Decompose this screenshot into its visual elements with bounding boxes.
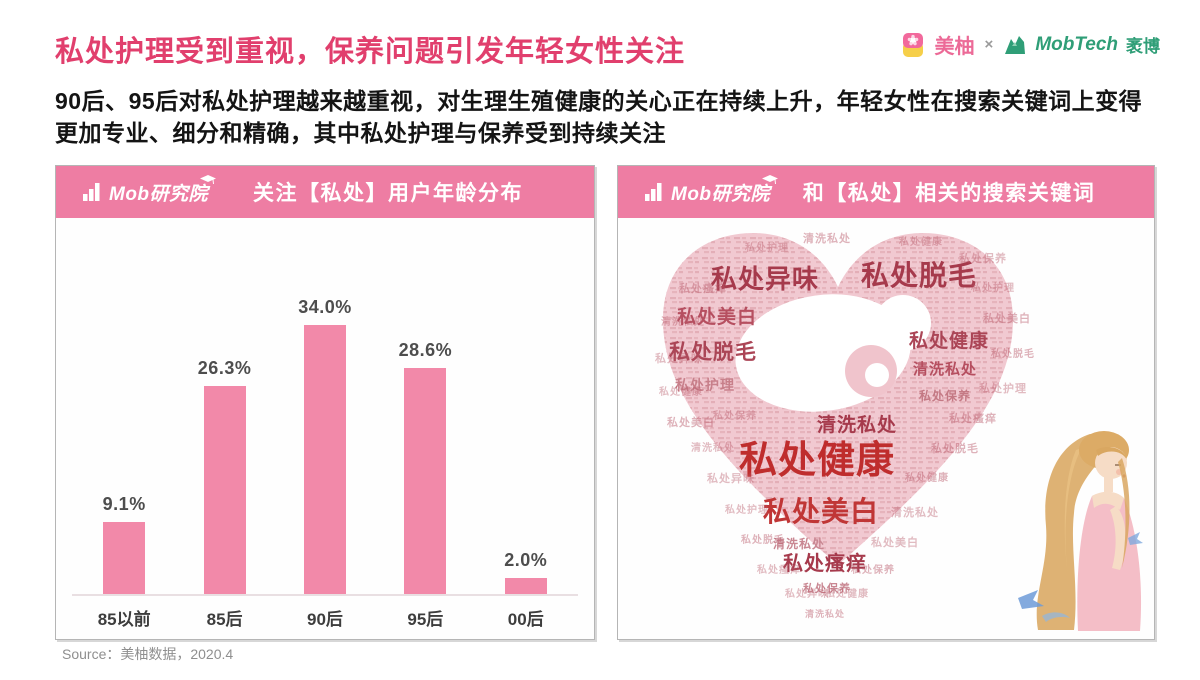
wordcloud-word: 私处脱毛 [861,260,978,291]
wordcloud-word: 私处脱毛 [991,349,1035,360]
wordcloud-word: 私处健康 [909,331,990,352]
wordcloud-word: 私处保养 [851,565,895,576]
wordcloud-word: 私处瘙痒 [783,553,867,575]
wordcloud-word: 私处异味 [785,589,829,600]
bar [404,368,447,594]
wordcloud-word: 私处护理 [725,505,769,516]
wordcloud-word: 私处护理 [971,283,1015,294]
bar-value-label: 2.0% [504,550,548,571]
wordcloud-word: 清洗私处 [817,415,898,436]
wordcloud-word: 私处瘙痒 [757,565,801,576]
wordcloud-word: 私处异味 [711,264,820,294]
graduation-cap-icon [762,172,779,190]
wordcloud-word: 私处脱毛 [741,535,785,546]
brand-bar: 美柚 × MobTech 袤博 [901,30,1160,59]
bar-category-label: 95后 [407,610,444,629]
girl-illustration [1012,418,1150,637]
brand-separator: × [984,36,994,53]
mobtech-logo-text: MobTech [1035,33,1118,55]
bar-category-label: 85后 [206,610,243,629]
page-title: 私处护理受到重视，保养问题引发年轻女性关注 [55,36,686,68]
wordcloud-word: 私处脱毛 [669,341,757,364]
search-keywords-panel: Mob研究院 和【私处】相关的搜索关键词 [617,165,1155,640]
heart-wordcloud: 私处异味 私处脱毛 私处美白 私处脱毛 私处护理 私处健康 清洗私处 私处保养 清洗私处 私处健康… [653,222,1035,634]
wordcloud-word: 私处美白 [763,496,880,527]
bar [203,386,246,594]
age-distribution-panel: Mob研究院 关注【私处】用户年龄分布 9.1% 26.3% 34.0% 28.6% 2… [55,165,595,640]
wordcloud-word: 私处护理 [979,383,1027,395]
mob-institute-logo: Mob研究院 [82,174,217,206]
bar-value-label: 28.6% [398,340,453,361]
bar-category-label: 90后 [307,610,343,629]
bar-column: 2.0% [478,550,574,594]
wordcloud-word: 私处美白 [667,417,715,429]
wordcloud-word: 清洗私处 [661,317,705,328]
page-subtitle: 90后、95后对私处护理越来越重视，对生理生殖健康的关心正在持续上升，年轻女性在… [55,88,1143,146]
wordcloud-word: 私处保养 [803,583,851,595]
x-axis-line [72,594,578,596]
wordcloud-words: 私处异味 私处脱毛 私处美白 私处脱毛 私处护理 私处健康 清洗私处 私处保养 清洗私处 私处健康… [653,222,1035,634]
wordcloud-word: 清洗私处 [691,443,735,454]
wordcloud-word: 私处美白 [677,307,758,328]
left-panel-header: Mob研究院 关注【私处】用户年龄分布 [56,166,594,218]
wordcloud-word: 私处异味 [707,473,755,485]
bar-column: 34.0% [277,297,373,594]
wordcloud-word: 私处瘙痒 [949,413,997,425]
wordcloud-word: 私处健康 [905,473,949,484]
mob-institute-icon [82,182,102,202]
wordcloud-word: 清洗私处 [773,537,826,551]
heart-shape [663,233,1013,565]
mob-institute-text: Mob研究院 [109,183,209,205]
wordcloud-word: 清洗私处 [805,609,846,619]
bar [103,522,146,594]
meiyou-logo-icon [901,31,927,59]
wordcloud-word: 私处保养 [713,411,757,422]
maobo-logo-text: 袤博 [1126,37,1160,56]
mob-institute-icon [644,182,664,202]
wordcloud-word: 私处健康 [739,440,896,482]
wordcloud-word: 私处美白 [871,537,919,549]
bar-column: 26.3% [177,358,273,594]
bars-row: 9.1% 26.3% 34.0% 28.6% 2.0% [56,218,594,594]
wordcloud-word: 私处保养 [919,389,972,403]
wordcloud-word: 私处健康 [899,237,943,248]
wordcloud-word: 私处健康 [825,589,869,600]
meiyou-logo-text: 美柚 [934,36,975,58]
mobtech-logo-icon [1003,33,1027,57]
right-panel-title: 和【私处】相关的搜索关键词 [802,182,1096,205]
left-panel-title: 关注【私处】用户年龄分布 [253,182,524,205]
bar-category-label: 85以前 [97,610,151,629]
cats-row: 85以前 85后 90后 95后 00后 [56,605,594,630]
bar-column: 28.6% [377,340,473,594]
bar-value-label: 26.3% [197,358,252,379]
wordcloud-word: 私处美白 [983,313,1031,325]
mob-institute-text: Mob研究院 [671,183,771,205]
source-note: Source：美柚数据，2020.4 [62,646,234,662]
bar-value-label: 34.0% [298,297,352,318]
bar [303,325,346,594]
wordcloud-word: 私处瘙痒 [679,283,727,295]
mob-institute-logo: Mob研究院 [644,174,779,206]
bar [504,578,547,594]
bar-value-label: 9.1% [102,494,146,515]
wordcloud-word: 私处护理 [675,377,735,393]
wordcloud-word: 私处脱毛 [931,443,979,455]
wordcloud-word: 私处健康 [659,387,703,398]
wordcloud-word: 清洗私处 [891,507,939,519]
bar-category-label: 00后 [507,610,544,629]
wordcloud-word: 私处异味 [655,353,703,365]
wordcloud-word: 私处护理 [745,243,789,254]
wordcloud-word: 清洗私处 [803,233,851,245]
bar-column: 9.1% [76,494,172,594]
wordcloud-word: 清洗私处 [913,361,978,378]
graduation-cap-icon [200,172,217,190]
right-panel-header: Mob研究院 和【私处】相关的搜索关键词 [618,166,1154,218]
wordcloud-word: 私处保养 [959,253,1007,265]
